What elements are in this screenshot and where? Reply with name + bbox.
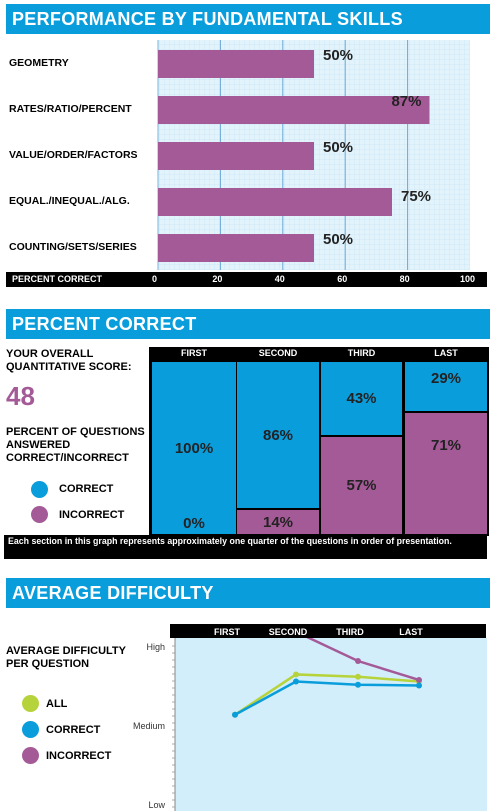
legend-correct-label: CORRECT	[59, 483, 114, 495]
skills-tick-label: 100	[460, 274, 476, 284]
skill-value-label: 50%	[323, 47, 353, 64]
percent-stacked-chart: FIRST 100% 0% SECOND 86% 14% THIRD 43% 57% LAST 29…	[149, 347, 489, 536]
score-label: YOUR OVERALL QUANTITATIVE SCORE:	[6, 348, 132, 373]
difficulty-point	[355, 658, 361, 665]
skill-category-label: COUNTING/SETS/SERIES	[9, 241, 137, 253]
percent-subtitle: PERCENT OF QUESTIONS ANSWERED CORRECT/IN…	[6, 426, 145, 464]
skills-tick-label: 20	[212, 274, 223, 284]
percent-correct-segment: 29%	[405, 362, 487, 411]
legend-all-dot	[22, 695, 39, 712]
difficulty-subtitle: AVERAGE DIFFICULTY PER QUESTION	[6, 645, 126, 670]
percent-header: PERCENT CORRECT	[6, 309, 490, 339]
percent-incorrect-segment: 57%	[321, 437, 402, 534]
skills-bar-chart: 50% 87% 50% 75% 50%	[157, 40, 470, 270]
difficulty-column-header: FIRST	[214, 627, 241, 637]
percent-correct-segment: 43%	[321, 362, 402, 435]
percent-incorrect-label: 57%	[346, 477, 377, 494]
percent-correct-label: 86%	[262, 426, 294, 444]
skill-bar	[158, 188, 392, 216]
skills-tick-label: 80	[399, 274, 410, 284]
percent-incorrect-segment: 14%	[237, 510, 319, 534]
skill-category-label: GEOMETRY	[9, 57, 69, 69]
skill-category-label: EQUAL./INEQUAL./ALG.	[9, 195, 130, 207]
difficulty-lines	[232, 638, 422, 718]
percent-column-header: LAST	[434, 348, 458, 358]
skill-bar	[158, 50, 314, 78]
skill-bar	[158, 96, 430, 124]
legend-correct-dot	[31, 481, 48, 498]
legend-incorrect-diff-label: INCORRECT	[46, 750, 112, 762]
difficulty-y-tick-label: Low	[148, 800, 165, 810]
skill-value-label: 50%	[323, 139, 353, 156]
skill-value-label: 87%	[391, 93, 421, 110]
skill-value-label: 75%	[401, 188, 431, 205]
difficulty-header: AVERAGE DIFFICULTY	[6, 578, 490, 608]
difficulty-y-tick-label: Medium	[133, 721, 165, 731]
legend-incorrect-dot	[31, 506, 48, 523]
difficulty-column-header: THIRD	[336, 627, 364, 637]
legend-correct-diff-dot	[22, 721, 39, 738]
difficulty-column-header: SECOND	[269, 627, 308, 637]
difficulty-point	[416, 682, 422, 689]
percent-correct-segment: 86%	[237, 362, 319, 508]
legend-correct-diff-label: CORRECT	[46, 724, 101, 736]
percent-correct-segment: 100%	[152, 362, 236, 534]
difficulty-column-header: LAST	[399, 627, 423, 637]
skill-value-label: 50%	[323, 231, 353, 248]
legend-incorrect-label: INCORRECT	[59, 509, 125, 521]
difficulty-point	[293, 671, 299, 678]
skill-category-label: RATES/RATIO/PERCENT	[9, 103, 132, 115]
percent-correct-label: 43%	[346, 390, 377, 407]
difficulty-point	[355, 681, 361, 688]
percent-incorrect-segment: 71%	[405, 413, 487, 534]
legend-incorrect-diff-dot	[22, 747, 39, 764]
difficulty-point	[355, 673, 361, 680]
skills-tick-label: 0	[152, 274, 158, 284]
percent-incorrect-label: 71%	[430, 437, 462, 454]
skill-bar	[158, 142, 314, 170]
skills-axis-label: PERCENT CORRECT	[12, 274, 103, 284]
difficulty-point	[416, 676, 422, 683]
legend-all-label: ALL	[46, 698, 68, 710]
difficulty-series-line	[234, 680, 420, 716]
skills-tick-label: 60	[337, 274, 348, 284]
percent-incorrect-label: 0%	[183, 514, 205, 532]
overall-score: 48	[6, 381, 35, 411]
percent-column-header: FIRST	[181, 348, 207, 358]
skills-tick-label: 40	[274, 274, 285, 284]
difficulty-header-bar	[170, 624, 486, 638]
skills-header: PERFORMANCE BY FUNDAMENTAL SKILLS	[6, 4, 490, 34]
difficulty-plot-background	[175, 638, 487, 811]
percent-correct-label: 100%	[174, 439, 214, 457]
difficulty-point	[232, 711, 238, 718]
percent-correct-label: 29%	[430, 370, 462, 387]
difficulty-y-tick-label: High	[146, 642, 165, 652]
difficulty-point	[293, 678, 299, 685]
percent-note: Each section in this graph represents ap…	[4, 535, 487, 559]
difficulty-line-chart: FIRST SECOND THIRD LAST High Medium Low	[133, 624, 487, 811]
percent-column-header: THIRD	[347, 348, 376, 358]
skill-bar	[158, 234, 314, 262]
percent-column-header: SECOND	[258, 348, 298, 358]
skills-axis-bar: PERCENT CORRECT 0 20 40 60 80 100	[6, 272, 487, 287]
skill-category-label: VALUE/ORDER/FACTORS	[9, 149, 138, 161]
difficulty-series-line	[234, 673, 420, 716]
percent-incorrect-label: 14%	[262, 513, 294, 531]
